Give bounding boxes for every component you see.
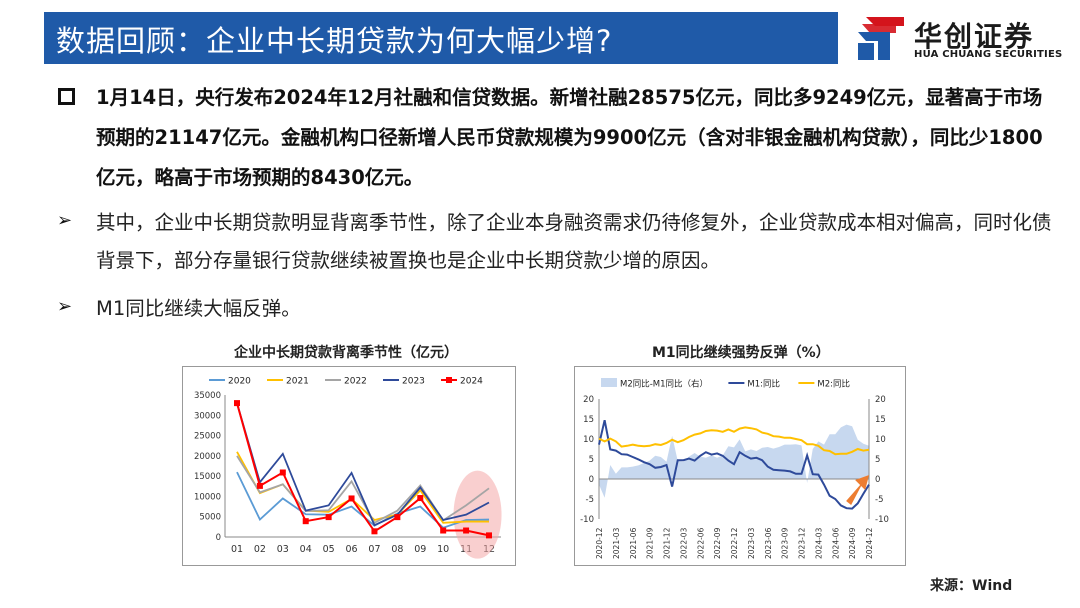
chart2-left-tick-label: 0 [589,475,594,485]
chart1-x-tick-label: 03 [277,544,289,555]
chart2-x-tick-label: 2023-06 [764,527,773,559]
chart1-data-point-2024 [463,527,470,534]
source-note: 来源：Wind [930,578,1013,594]
chart2-x-tick-label: 2022-06 [696,527,705,559]
chart1-data-point-2024 [417,495,424,502]
chart1-y-tick-label: 10000 [194,492,221,502]
chart1-legend-marker [446,377,452,383]
chart1-y-tick-label: 15000 [194,472,221,482]
chart1-data-point-2024 [348,495,355,502]
chart2-title: M1同比继续强势反弹（%） [652,345,830,361]
logo-english-name: HUA CHUANG SECURITIES [914,49,1063,60]
chart1-x-tick-label: 04 [300,544,312,555]
chart2-x-tick-label: 2021-03 [612,527,621,559]
main-paragraph: 1月14日，央行发布2024年12月社融和信贷数据。新增社融28575亿元，同比… [96,86,1043,189]
chart1-data-point-2024 [486,532,492,539]
chart1-y-tick-label: 25000 [194,432,221,442]
chart1-legend-label: 2023 [402,377,425,387]
chart1-y-tick-label: 5000 [199,513,221,523]
chart1-data-point-2024 [440,527,447,534]
chart2-legend-label: M1:同比 [747,379,780,390]
chart1-frame: 0 5000 10000 15000 20000 25000 30000 35000 01 02 0… [182,366,516,566]
chart2-right-tick-label: 20 [875,395,886,405]
page-title: 数据回顾：企业中长期贷款为何大幅少增? [56,24,613,58]
company-logo: 华创证券 HUA CHUANG SECURITIES [856,12,1068,62]
chart1-data-point-2024 [371,528,378,535]
chart1-title: 企业中长期贷款背离季节性（亿元） [234,345,458,361]
chart1-data-point-2024 [256,482,263,489]
chart2-series-line [598,426,870,456]
title-bar [44,12,838,64]
chart2-x-tick-label: 2024-12 [865,527,874,559]
chart2-arrow-icon [846,475,870,505]
chart2-x-tick-label: 2022-03 [679,527,688,559]
chart1-data-point-2024 [302,518,309,525]
logo-mark-icon [858,17,904,60]
chart1-x-tick-label: 06 [345,544,357,555]
chart1-series-line-2023 [236,402,490,527]
chart1-legend-label: 2024 [460,377,483,387]
chart1-data-point-2024 [234,400,240,407]
square-bullet-icon [58,88,75,105]
chart1-legend-label: 2020 [228,377,251,387]
chart2-x-tick-label: 2023-09 [781,527,790,559]
sub-paragraph-2: M1同比继续大幅反弹。 [96,297,301,320]
chart2-frame: -10 -10 -5 -5 0 0 5 5 10 10 15 15 20 20 2020-12 2021-03… [574,366,906,566]
chart2-svg: -10 -10 -5 -5 0 0 5 5 10 10 15 15 20 20 2020-12 2021-03… [580,378,889,559]
chart1-svg: 0 5000 10000 15000 20000 25000 30000 35000 01 02 0… [194,377,502,559]
chart1-series-line-2022 [236,455,490,525]
chart1-x-tick-label: 02 [254,544,266,555]
arrow-bullet-icon: ➢ [57,210,73,231]
chart2-right-tick-label: 5 [875,455,880,465]
chart1-y-tick-label: 30000 [194,411,221,421]
chart2-x-tick-label: 2021-12 [663,527,672,559]
chart1-x-tick-label: 08 [391,544,403,555]
chart2-right-tick-label: 15 [875,415,886,425]
chart1-series-line-2024 [236,402,490,537]
chart1-x-tick-label: 05 [323,544,335,555]
chart2-legend-label: M2同比-M1同比（右） [620,379,708,390]
chart1-y-tick-label: 35000 [194,391,221,401]
arrow-bullet-icon: ➢ [57,296,73,317]
chart1-legend-label: 2021 [286,377,309,387]
chart1-x-tick-label: 07 [368,544,380,555]
chart2-right-tick-label: -5 [875,495,883,505]
chart2-legend-label: M2:同比 [817,379,850,390]
logo-chinese-name: 华创证券 [914,20,1035,53]
chart2-left-tick-label: 10 [583,435,594,445]
chart1-legend-label: 2022 [344,377,367,387]
chart2-left-tick-label: 20 [583,395,594,405]
chart2-area-m2-minus-m1 [599,424,869,498]
chart2-series-line [598,419,870,510]
chart2-left-tick-label: 5 [589,455,594,465]
chart2-x-tick-label: 2020-12 [595,527,604,559]
chart2-left-tick-label: 15 [583,415,594,425]
chart2-right-tick-label: 0 [875,475,880,485]
chart1-y-tick-label: 20000 [194,452,221,462]
chart2-x-tick-label: 2023-03 [747,527,756,559]
chart2-left-tick-label: -10 [580,515,594,525]
chart2-x-tick-label: 2024-09 [848,527,857,559]
chart2-left-tick-label: -5 [586,495,594,505]
chart1-data-point-2024 [279,469,286,476]
chart2-x-tick-label: 2021-06 [629,527,638,559]
chart1-x-tick-label: 01 [231,544,243,555]
chart1-x-tick-label: 09 [414,544,426,555]
chart2-x-tick-label: 2022-09 [713,527,722,559]
chart1-x-tick-label: 10 [437,544,449,555]
chart2-right-tick-label: 10 [875,435,886,445]
chart1-y-tick-label: 0 [216,533,221,543]
chart2-x-tick-label: 2021-09 [646,527,655,559]
chart1-data-point-2024 [325,514,332,521]
sub-paragraph-1: 其中，企业中长期贷款明显背离季节性，除了企业本身融资需求仍待修复外，企业贷款成本… [96,211,1052,272]
chart1-highlight-ellipse [453,470,502,559]
chart2-x-tick-label: 2023-12 [798,527,807,559]
chart2-x-tick-label: 2022-12 [730,527,739,559]
chart2-right-tick-label: -10 [875,515,889,525]
chart2-x-tick-label: 2024-06 [831,527,840,559]
chart2-legend-swatch [601,378,617,387]
chart1-data-point-2024 [394,514,401,521]
chart2-x-tick-label: 2024-03 [814,527,823,559]
